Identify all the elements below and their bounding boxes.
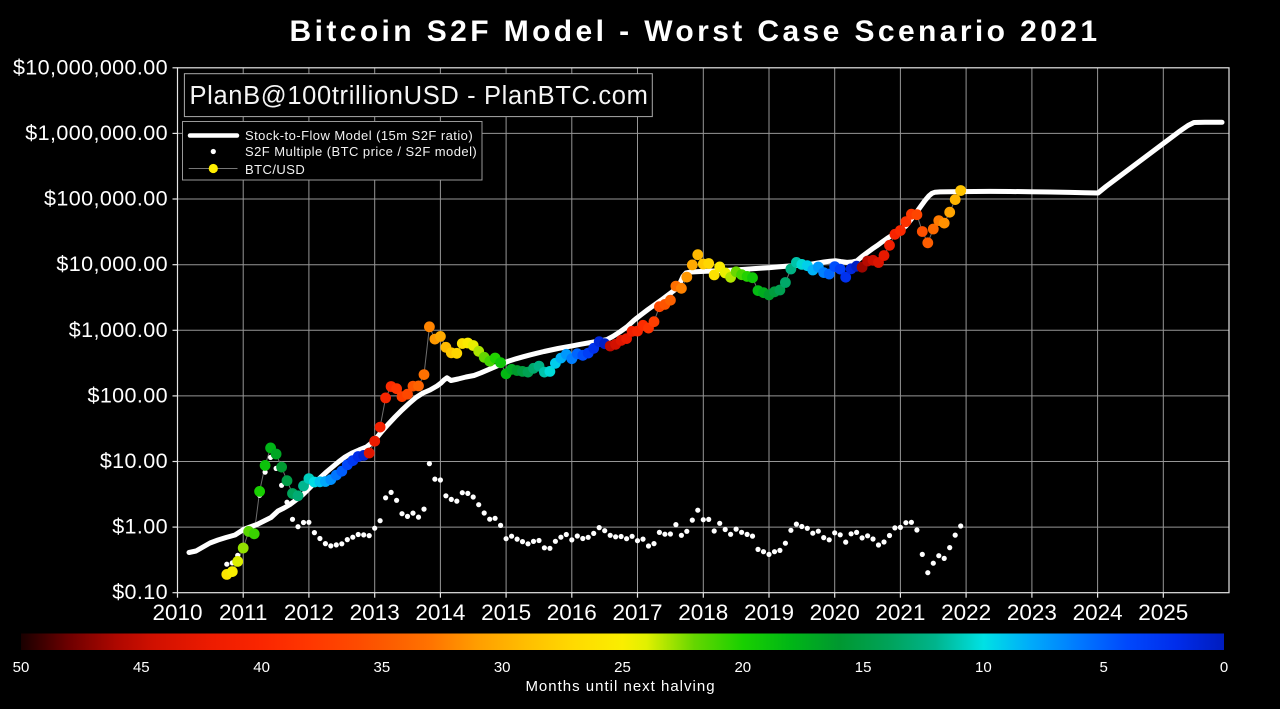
svg-text:2024: 2024 <box>1073 600 1123 625</box>
svg-text:2011: 2011 <box>219 600 267 625</box>
svg-text:30: 30 <box>494 659 511 676</box>
svg-text:$100,000.00: $100,000.00 <box>44 187 168 211</box>
svg-text:2012: 2012 <box>284 600 334 625</box>
svg-text:0: 0 <box>1220 659 1228 676</box>
svg-text:2013: 2013 <box>350 600 400 625</box>
svg-text:5: 5 <box>1100 659 1108 676</box>
svg-text:40: 40 <box>253 659 270 676</box>
svg-text:35: 35 <box>374 659 391 676</box>
svg-text:2018: 2018 <box>678 600 728 625</box>
svg-text:2017: 2017 <box>612 600 662 625</box>
svg-text:45: 45 <box>133 659 150 676</box>
svg-text:2010: 2010 <box>152 600 202 625</box>
svg-text:2015: 2015 <box>481 600 531 625</box>
svg-text:50: 50 <box>13 659 30 676</box>
svg-text:$1,000.00: $1,000.00 <box>69 318 168 342</box>
svg-text:15: 15 <box>855 659 872 676</box>
svg-text:2021: 2021 <box>875 600 925 625</box>
svg-text:2020: 2020 <box>810 600 860 625</box>
svg-text:$0.10: $0.10 <box>112 580 168 604</box>
svg-text:$100.00: $100.00 <box>87 383 168 407</box>
svg-text:25: 25 <box>614 659 631 676</box>
svg-text:$10,000.00: $10,000.00 <box>56 252 168 276</box>
svg-text:Months until next halving: Months until next halving <box>525 678 715 695</box>
svg-text:$10,000,000.00: $10,000,000.00 <box>13 55 168 79</box>
svg-text:2016: 2016 <box>547 600 597 625</box>
svg-text:2023: 2023 <box>1007 600 1057 625</box>
svg-text:S2F Multiple (BTC price / S2F: S2F Multiple (BTC price / S2F model) <box>245 144 477 159</box>
svg-text:Stock-to-Flow Model (15m S2F r: Stock-to-Flow Model (15m S2F ratio) <box>245 128 473 143</box>
svg-text:BTC/USD: BTC/USD <box>245 162 305 177</box>
svg-text:$1.00: $1.00 <box>112 515 168 539</box>
svg-text:2019: 2019 <box>744 600 794 625</box>
svg-text:20: 20 <box>734 659 751 676</box>
svg-text:2025: 2025 <box>1138 600 1188 625</box>
svg-text:2022: 2022 <box>941 600 991 625</box>
svg-text:10: 10 <box>975 659 992 676</box>
svg-text:2014: 2014 <box>415 600 465 625</box>
svg-text:$1,000,000.00: $1,000,000.00 <box>25 121 168 145</box>
svg-text:$10.00: $10.00 <box>100 449 168 473</box>
svg-text:PlanB@100trillionUSD - PlanBTC: PlanB@100trillionUSD - PlanBTC.com <box>190 82 649 110</box>
svg-text:Bitcoin S2F Model - Worst Case: Bitcoin S2F Model - Worst Case Scenario … <box>290 15 1101 48</box>
